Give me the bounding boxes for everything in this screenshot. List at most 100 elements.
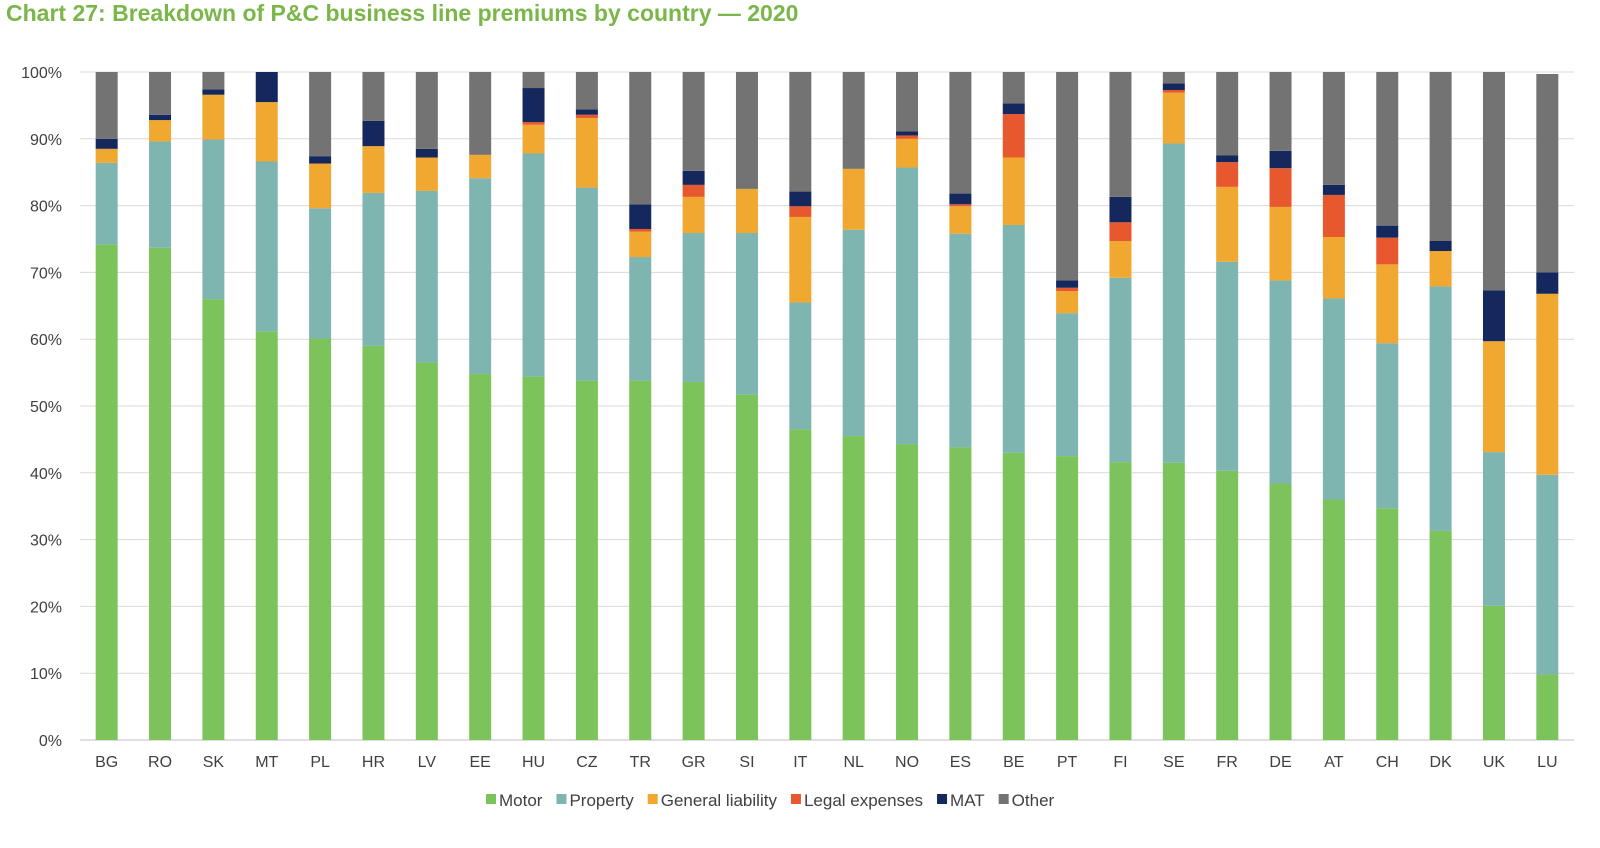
bar-segment-motor (1216, 470, 1239, 740)
bar-segment-mat (949, 193, 972, 205)
bar-segment-general-liability (1109, 241, 1132, 278)
bar-segment-property (95, 162, 118, 245)
bar-segment-property (469, 178, 492, 374)
y-tick-label: 70% (30, 265, 62, 282)
bar-stack-ro (149, 72, 172, 740)
legend-swatch (790, 794, 801, 804)
bar-segment-mat (629, 204, 652, 229)
bar-segment-other (1056, 72, 1079, 281)
bar-stack-be (1002, 72, 1025, 740)
x-tick-label: TR (630, 754, 651, 771)
bar-stack-fi (1109, 72, 1132, 740)
bar-stack-fr (1216, 72, 1239, 740)
bar-segment-other (1002, 72, 1025, 104)
bar-segment-property (1269, 280, 1292, 484)
bar-segment-general-liability (362, 146, 385, 193)
bar-segment-general-liability (469, 154, 492, 179)
bar-segment-other (1109, 72, 1132, 197)
bar-segment-mat (202, 89, 225, 95)
bar-stack-sk (202, 72, 225, 740)
x-tick-label: PT (1057, 754, 1078, 771)
bar-segment-general-liability (629, 231, 652, 258)
bar-segment-motor (202, 299, 225, 740)
legend-item-general-liability: General liability (647, 791, 777, 810)
bar-segment-legal-expenses (1269, 168, 1292, 207)
legend-swatch (998, 794, 1009, 804)
bar-segment-motor (95, 244, 118, 740)
bar-segment-property (629, 257, 652, 381)
x-tick-label: SE (1163, 754, 1184, 771)
y-tick-label: 60% (30, 332, 62, 349)
bar-segment-motor (1322, 499, 1345, 740)
bar-segment-property (362, 192, 385, 346)
bar-segment-motor (362, 345, 385, 740)
bar-segment-legal-expenses (1162, 90, 1185, 93)
bar-segment-general-liability (1002, 157, 1025, 225)
bar-segment-other (842, 72, 865, 169)
bar-segment-general-liability (1536, 293, 1559, 475)
bar-segment-property (1002, 224, 1025, 453)
x-tick-label: NL (843, 754, 864, 771)
bar-segment-property (415, 190, 438, 363)
y-tick-label: 90% (30, 132, 62, 149)
bar-segment-mat (789, 191, 812, 207)
bar-segment-other (575, 72, 598, 110)
gridlines (80, 71, 1574, 741)
bar-segment-general-liability (255, 102, 278, 162)
x-tick-label: ES (950, 754, 971, 771)
bar-segment-property (255, 161, 278, 332)
x-tick-label: CH (1376, 754, 1399, 771)
legend-item-property: Property (556, 791, 634, 810)
bar-segment-general-liability (95, 148, 118, 163)
bar-segment-motor (522, 376, 545, 740)
bar-segment-mat (682, 170, 705, 185)
y-tick-label: 50% (30, 399, 62, 416)
bar-segment-motor (1109, 462, 1132, 740)
bar-stack-at (1322, 72, 1345, 740)
x-tick-label: UK (1483, 754, 1506, 771)
bar-segment-other (896, 72, 919, 132)
bar-segment-other (1429, 72, 1452, 242)
bar-stack-bg (95, 72, 118, 740)
bar-stack-uk (1482, 72, 1505, 740)
legend-label: Motor (499, 791, 543, 810)
bar-stack-it (789, 72, 812, 740)
bar-segment-other (309, 72, 332, 157)
bar-segment-general-liability (1429, 251, 1452, 287)
bar-stack-gr (682, 72, 705, 740)
bar-segment-mat (1376, 225, 1399, 238)
y-tick-label: 100% (21, 65, 62, 82)
bar-segment-other (522, 72, 545, 89)
bar-segment-property (1056, 313, 1079, 457)
bar-segment-motor (1269, 483, 1292, 740)
bar-segment-property (309, 208, 332, 339)
legend-swatch (486, 794, 496, 804)
bar-segment-other (469, 72, 492, 155)
bar-segment-general-liability (522, 124, 545, 154)
bar-segment-motor (1536, 674, 1559, 740)
bar-segment-mat (1269, 150, 1292, 169)
bar-stack-dk (1429, 72, 1452, 740)
bar-segment-other (629, 72, 652, 205)
x-tick-label: MT (255, 754, 278, 771)
bar-segment-general-liability (575, 118, 598, 188)
bar-segment-property (1322, 298, 1345, 500)
bars (95, 72, 1559, 740)
bar-segment-other (682, 72, 705, 171)
bar-segment-motor (149, 247, 172, 740)
bar-segment-general-liability (149, 120, 172, 142)
bar-segment-motor (1376, 508, 1399, 740)
bar-stack-nl (842, 72, 865, 740)
x-tick-label: DE (1269, 754, 1291, 771)
bar-segment-mat (255, 72, 278, 103)
bar-segment-motor (309, 338, 332, 740)
x-tick-label: LV (418, 754, 437, 771)
bar-segment-other (949, 72, 972, 194)
bar-segment-general-liability (1269, 206, 1292, 281)
x-tick-label: DK (1429, 754, 1452, 771)
bar-stack-pt (1056, 72, 1079, 740)
bar-segment-mat (362, 120, 385, 147)
bar-segment-general-liability (949, 206, 972, 234)
bar-segment-general-liability (1482, 341, 1505, 453)
bar-segment-motor (789, 429, 812, 740)
